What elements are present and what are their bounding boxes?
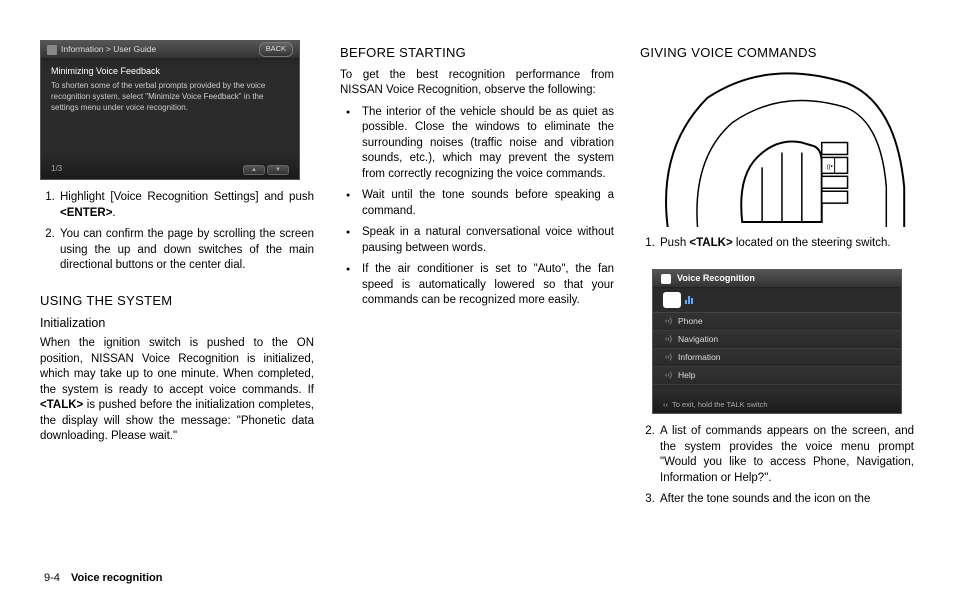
scroll-up-icon[interactable]: ▲ — [243, 165, 265, 175]
paragraph: When the ignition switch is pushed to th… — [40, 336, 314, 445]
vr-hint: ‹‹ To exit, hold the TALK switch — [653, 400, 901, 410]
speech-icon: ‹‹) — [665, 335, 672, 344]
talk-icon: ‹‹ — [663, 400, 668, 410]
screenshot-user-guide: Information > User Guide BACK Minimizing… — [40, 40, 300, 180]
section-heading: BEFORE STARTING — [340, 44, 614, 62]
speech-icon: ‹‹) — [665, 353, 672, 362]
list-item: A list of commands appears on the screen… — [658, 424, 914, 486]
back-button[interactable]: BACK — [259, 42, 293, 56]
page-footer: 9-4 Voice recognition — [44, 571, 162, 586]
section-heading: GIVING VOICE COMMANDS — [640, 44, 914, 62]
steering-svg: ((• — [647, 68, 907, 227]
speech-icon: ‹‹) — [665, 317, 672, 326]
steering-wheel-illustration: ((• — [647, 68, 907, 228]
mic-icon — [661, 274, 671, 284]
speech-icon: ‹‹) — [665, 371, 672, 380]
screenshot-voice-recognition: Voice Recognition ‹‹)Phone ‹‹)Navigation… — [652, 269, 902, 414]
column-right: GIVING VOICE COMMANDS ((• Push <TALK> lo… — [640, 40, 914, 560]
vr-item-information[interactable]: ‹‹)Information — [653, 349, 901, 367]
column-left: Information > User Guide BACK Minimizing… — [40, 40, 314, 560]
svg-text:((•: ((• — [827, 164, 833, 170]
list-item: Push <TALK> located on the steering swit… — [658, 236, 914, 252]
vr-title: Voice Recognition — [677, 272, 755, 284]
vr-listening-indicator — [653, 288, 901, 312]
section-heading: USING THE SYSTEM — [40, 292, 314, 310]
subsection-heading: Initialization — [40, 315, 314, 332]
section-name: Voice recognition — [71, 572, 162, 584]
info-icon — [47, 45, 57, 55]
list-item: Highlight [Voice Recognition Settings] a… — [58, 190, 314, 221]
vr-item-navigation[interactable]: ‹‹)Navigation — [653, 331, 901, 349]
vr-command-list: ‹‹)Phone ‹‹)Navigation ‹‹)Information ‹‹… — [653, 312, 901, 385]
page-number: 9-4 — [44, 572, 60, 584]
paragraph: To get the best recognition performance … — [340, 68, 614, 99]
screen-heading: Minimizing Voice Feedback — [41, 59, 299, 79]
instruction-list: A list of commands appears on the screen… — [640, 424, 914, 514]
screen-body-text: To shorten some of the verbal prompts pr… — [41, 79, 299, 115]
list-item: Wait until the tone sounds before speaki… — [352, 188, 614, 219]
sound-wave-icon — [685, 296, 693, 304]
scroll-buttons[interactable]: ▲ ▼ — [243, 165, 289, 175]
list-item: After the tone sounds and the icon on th… — [658, 492, 914, 508]
scroll-down-icon[interactable]: ▼ — [267, 165, 289, 175]
column-middle: BEFORE STARTING To get the best recognit… — [340, 40, 614, 560]
speech-bubble-icon — [663, 292, 681, 308]
bullet-list: The interior of the vehicle should be as… — [340, 105, 614, 315]
instruction-list: Highlight [Voice Recognition Settings] a… — [40, 190, 314, 280]
vr-item-help[interactable]: ‹‹)Help — [653, 367, 901, 385]
list-item: If the air conditioner is set to "Auto",… — [352, 262, 614, 309]
screenshot-titlebar: Information > User Guide BACK — [41, 41, 299, 59]
list-item: Speak in a natural conversational voice … — [352, 225, 614, 256]
page-indicator: 1/3 — [51, 164, 62, 175]
breadcrumb: Information > User Guide — [61, 44, 156, 55]
instruction-list: Push <TALK> located on the steering swit… — [640, 236, 914, 258]
list-item: You can confirm the page by scrolling th… — [58, 227, 314, 274]
vr-titlebar: Voice Recognition — [653, 270, 901, 288]
list-item: The interior of the vehicle should be as… — [352, 105, 614, 183]
vr-item-phone[interactable]: ‹‹)Phone — [653, 313, 901, 331]
